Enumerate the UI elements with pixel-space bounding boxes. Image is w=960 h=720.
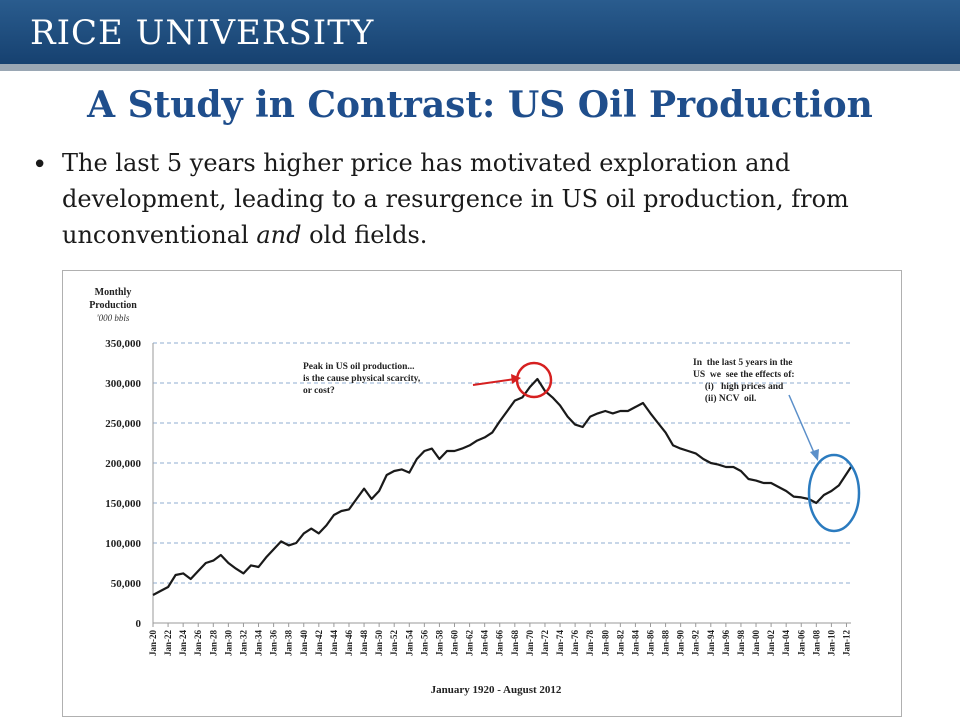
x-tick-label: Jan-10 (826, 630, 836, 657)
x-tick-label: Jan-52 (389, 630, 399, 657)
x-tick-label: Jan-64 (480, 630, 490, 657)
annotation-peak-arrow (472, 378, 516, 386)
x-tick-label: Jan-04 (781, 630, 791, 657)
annotation-recent: In the last 5 years in the US we see the… (693, 358, 861, 533)
x-tick-label: Jan-96 (721, 630, 731, 657)
x-tick-label: Jan-90 (676, 630, 686, 657)
annotation-peak: Peak in US oil production... is the caus… (303, 361, 553, 399)
bullet-icon: • (32, 150, 48, 180)
x-tick-label: Jan-28 (208, 630, 218, 657)
x-tick-label: Jan-98 (736, 630, 746, 657)
slide-title: A Study in Contrast: US Oil Production (87, 84, 873, 126)
x-tick-label: Jan-34 (254, 630, 264, 657)
annotation-recent-line-4: (ii) NCV oil. (693, 393, 756, 404)
x-tick-label: Jan-62 (465, 630, 475, 657)
header-bar: RICE UNIVERSITY (0, 0, 960, 64)
x-tick-label: Jan-76 (570, 630, 580, 657)
x-tick-label: Jan-82 (615, 630, 625, 657)
annotation-recent-arrow (788, 394, 816, 456)
y-axis-title-line-3: '000 bbls (97, 313, 130, 323)
x-tick-label: Jan-38 (284, 630, 294, 657)
university-logo-text: RICE UNIVERSITY (30, 13, 375, 53)
y-axis-title-line-1: Monthly (95, 287, 132, 298)
x-axis-ticks: Jan-20 Jan-22 Jan-24 Jan-26 Jan-28 Jan-30 Jan-… (148, 623, 851, 656)
x-tick-label: Jan-72 (540, 630, 550, 657)
x-tick-label: Jan-30 (223, 630, 233, 657)
x-tick-label: Jan-46 (344, 630, 354, 657)
x-tick-label: Jan-54 (404, 630, 414, 657)
header-divider (0, 64, 960, 71)
x-tick-label: Jan-70 (525, 630, 535, 657)
x-tick-label: Jan-44 (329, 630, 339, 657)
x-tick-label: Jan-80 (600, 630, 610, 657)
x-tick-label: Jan-36 (269, 630, 279, 657)
x-tick-label: Jan-48 (359, 630, 369, 657)
x-tick-label: Jan-50 (374, 630, 384, 657)
x-axis-title: January 1920 - August 2012 (431, 684, 562, 696)
x-tick-label: Jan-68 (510, 630, 520, 657)
annotation-recent-line-3: (i) high prices and (693, 381, 784, 392)
series-line-production (152, 377, 852, 596)
y-tick-label: 250,000 (105, 418, 141, 430)
x-tick-label: Jan-06 (796, 630, 806, 657)
bullet-text-part-2: old fields. (301, 221, 428, 249)
x-tick-label: Jan-58 (434, 630, 444, 657)
x-tick-label: Jan-78 (585, 630, 595, 657)
y-tick-label: 0 (136, 618, 142, 630)
bullet-text: The last 5 years higher price has motiva… (62, 145, 942, 253)
x-tick-label: Jan-74 (555, 630, 565, 657)
y-tick-label: 200,000 (105, 458, 141, 470)
y-tick-label: 350,000 (105, 338, 141, 350)
annotation-peak-line-3: or cost? (303, 386, 335, 396)
production-chart: Monthly Production '000 bbls 0 50,000 100,… (89, 287, 861, 696)
y-tick-label: 50,000 (111, 578, 142, 590)
x-tick-label: Jan-92 (691, 630, 701, 657)
arrow-head-icon (810, 449, 819, 461)
x-tick-label: Jan-26 (193, 630, 203, 657)
x-tick-label: Jan-84 (630, 630, 640, 657)
annotation-peak-line-1: Peak in US oil production... (303, 362, 414, 372)
x-tick-label: Jan-08 (811, 630, 821, 657)
x-tick-label: Jan-24 (178, 630, 188, 657)
x-tick-label: Jan-88 (661, 630, 671, 657)
y-tick-label: 300,000 (105, 378, 141, 390)
x-tick-label: Jan-20 (148, 630, 158, 657)
x-tick-label: Jan-66 (495, 630, 505, 657)
y-axis-title-line-2: Production (89, 300, 137, 311)
bullet-text-part-1: The last 5 years higher price has motiva… (62, 149, 849, 249)
x-tick-label: Jan-56 (419, 630, 429, 657)
annotation-recent-line-2: US we see the effects of: (693, 370, 795, 380)
y-axis-ticks: 0 50,000 100,000 150,000 200,000 250,000 300,0… (105, 338, 141, 630)
x-tick-label: Jan-22 (163, 630, 173, 657)
x-tick-label: Jan-02 (766, 630, 776, 657)
chart-frame: Monthly Production '000 bbls 0 50,000 100,… (62, 270, 902, 717)
y-tick-label: 100,000 (105, 538, 141, 550)
bullet-text-emphasis: and (256, 221, 302, 249)
x-tick-label: Jan-40 (299, 630, 309, 657)
x-tick-label: Jan-60 (450, 630, 460, 657)
x-tick-label: Jan-12 (841, 630, 851, 657)
x-tick-label: Jan-86 (645, 630, 655, 657)
x-tick-label: Jan-94 (706, 630, 716, 657)
peak-circle-marker (515, 361, 553, 399)
annotation-peak-line-2: is the cause physical scarcity, (303, 374, 421, 384)
gridlines (152, 342, 851, 624)
y-tick-label: 150,000 (105, 498, 141, 510)
annotation-recent-line-1: In the last 5 years in the (693, 358, 793, 368)
x-tick-label: Jan-42 (314, 630, 324, 657)
x-tick-label: Jan-00 (751, 630, 761, 657)
x-tick-label: Jan-32 (238, 630, 248, 657)
y-axis-title: Monthly Production '000 bbls (89, 287, 137, 323)
recent-circle-marker (807, 453, 861, 533)
